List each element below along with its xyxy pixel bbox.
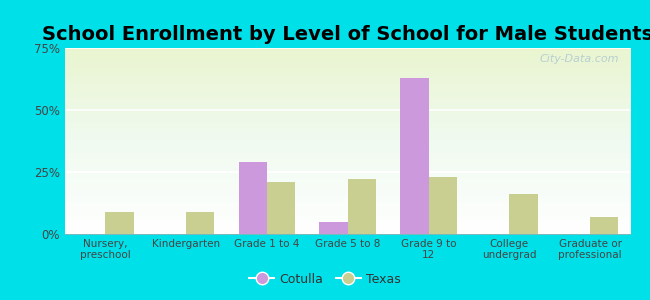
Bar	[239, 162, 267, 234]
Bar	[348, 179, 376, 234]
Bar	[267, 182, 295, 234]
Text: City-Data.com: City-Data.com	[540, 54, 619, 64]
Bar	[105, 212, 134, 234]
Title: School Enrollment by Level of School for Male Students: School Enrollment by Level of School for…	[42, 25, 650, 44]
Bar	[186, 212, 214, 234]
Bar	[400, 78, 428, 234]
Bar	[510, 194, 538, 234]
Bar	[320, 222, 348, 234]
Bar	[428, 177, 457, 234]
Legend: Cotulla, Texas: Cotulla, Texas	[244, 268, 406, 291]
Bar	[590, 217, 618, 234]
